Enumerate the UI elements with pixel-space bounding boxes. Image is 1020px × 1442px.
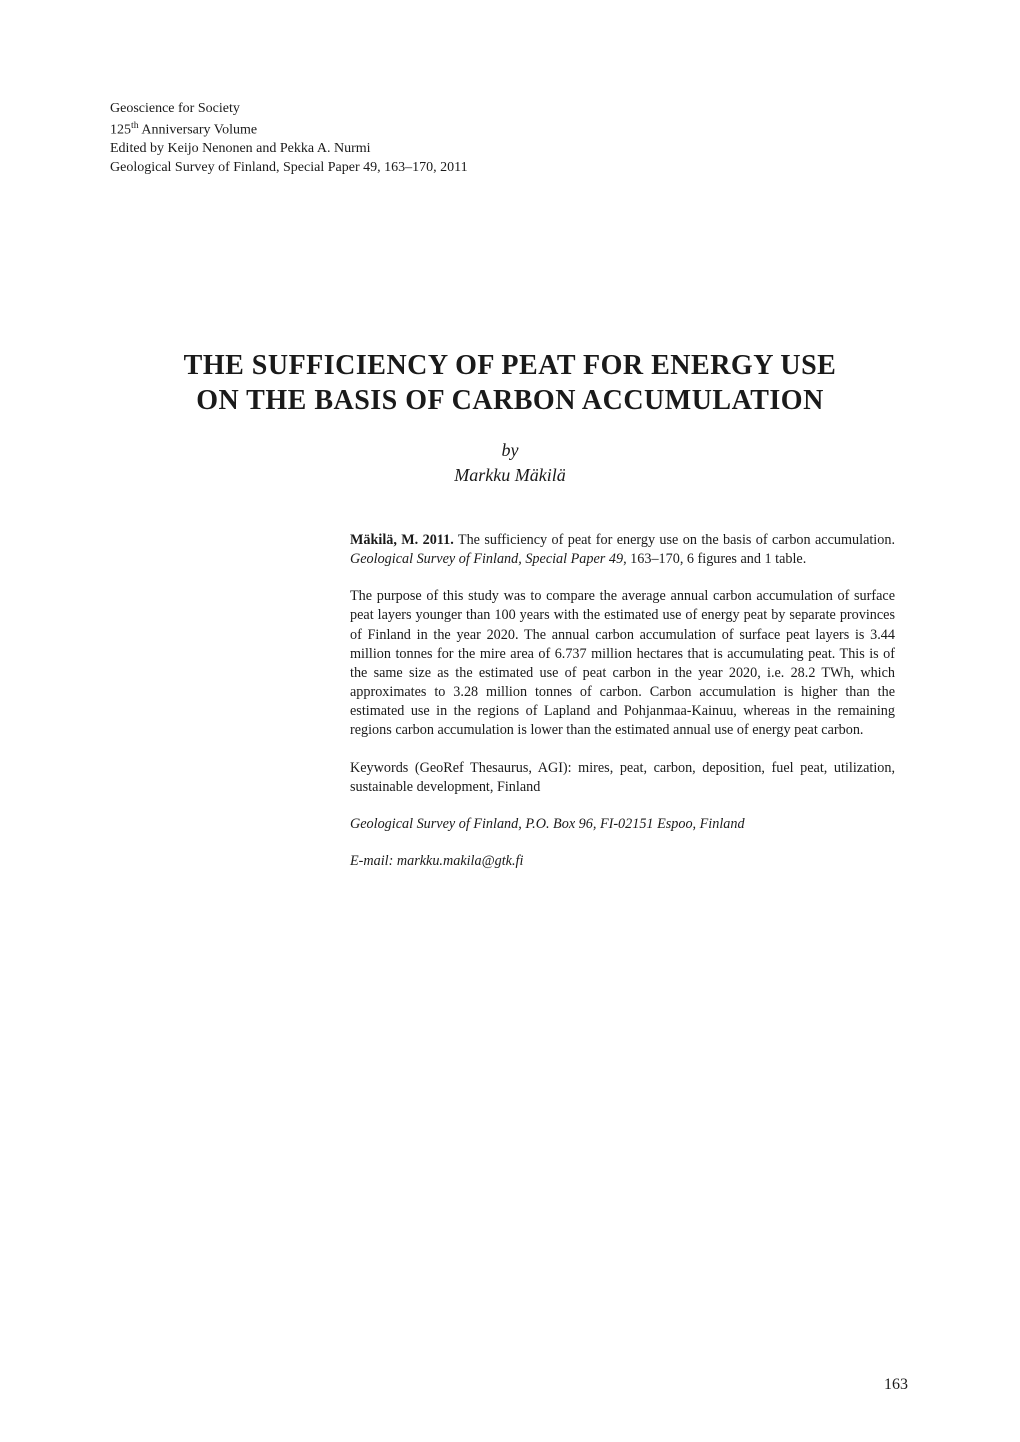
page: Geoscience for Society 125th Anniversary… [0,0,1020,1442]
title-line-1: THE SUFFICIENCY OF PEAT FOR ENERGY USE [184,350,837,381]
header-line-4: Geological Survey of Finland, Special Pa… [110,159,910,178]
citation-rest-before-journal: The sufficiency of peat for energy use o… [454,532,895,548]
header-superscript: th [131,120,139,131]
abstract-keywords: Keywords (GeoRef Thesaurus, AGI): mires,… [350,759,895,797]
byline-by: by [502,440,519,460]
abstract-body: The purpose of this study was to compare… [350,587,895,740]
header-line-3: Edited by Keijo Nenonen and Pekka A. Nur… [110,140,910,159]
citation-journal: Geological Survey of Finland, Special Pa… [350,551,623,567]
article-title-block: THE SUFFICIENCY OF PEAT FOR ENERGY USE O… [130,348,890,418]
abstract-block: Mäkilä, M. 2011. The sufficiency of peat… [350,531,895,871]
title-line-2: ON THE BASIS OF CARBON ACCUMULATION [196,385,824,416]
citation-rest-after-journal: , 163–170, 6 figures and 1 table. [623,551,806,567]
byline-block: by Markku Mäkilä [110,438,910,487]
page-number: 163 [884,1376,908,1394]
abstract-affiliation: Geological Survey of Finland, P.O. Box 9… [350,815,895,834]
running-header: Geoscience for Society 125th Anniversary… [110,100,910,178]
article-title: THE SUFFICIENCY OF PEAT FOR ENERGY USE O… [130,348,890,418]
header-line-1: Geoscience for Society [110,100,910,119]
abstract-email: E-mail: markku.makila@gtk.fi [350,852,895,871]
header-line-2: 125th Anniversary Volume [110,119,910,141]
abstract-citation: Mäkilä, M. 2011. The sufficiency of peat… [350,531,895,569]
byline-author: Markku Mäkilä [454,465,565,485]
citation-author-year: Mäkilä, M. 2011. [350,532,454,548]
